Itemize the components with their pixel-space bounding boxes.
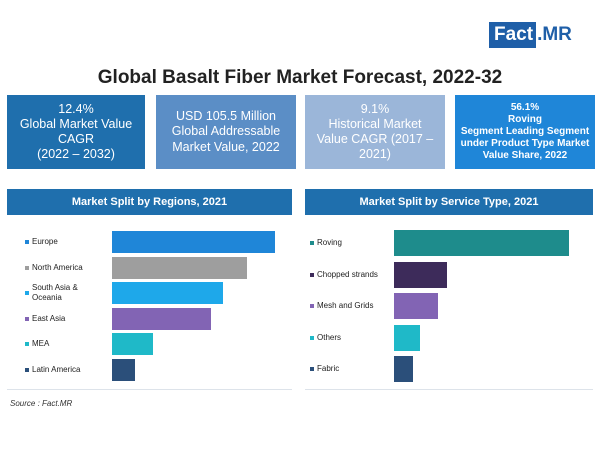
bar — [394, 230, 569, 256]
kpi-line: USD 105.5 Million — [175, 109, 277, 124]
service-type-chart-title: Market Split by Service Type, 2021 — [305, 189, 593, 215]
legend-dot — [25, 367, 29, 372]
category-label: Latin America — [25, 359, 105, 381]
kpi-line: 2021) — [359, 147, 391, 162]
bar — [394, 324, 421, 351]
kpi-line: 56.1% — [510, 101, 540, 113]
bar — [394, 293, 438, 319]
bar — [394, 261, 447, 288]
kpi-box-historical-cagr: 9.1% Historical Market Value CAGR (2017 –2… — [305, 95, 445, 169]
kpi-box-market-value: USD 105.5 Million Global Addressable Marke… — [156, 95, 296, 169]
category-text: Roving — [317, 238, 342, 248]
category-label: Fabric — [310, 356, 395, 382]
service-type-chart: Roving Chopped strands Mesh and Grids Other… — [305, 215, 593, 390]
category-label: Europe — [25, 231, 105, 253]
category-text: Chopped strands — [317, 270, 378, 280]
kpi-line: 12.4% — [58, 101, 94, 116]
category-text: Europe — [32, 237, 58, 247]
legend-dot — [25, 342, 29, 346]
category-label: Mesh and Grids — [310, 293, 395, 319]
bar — [394, 356, 414, 382]
kpi-line: Market Value, 2022 — [172, 139, 280, 154]
bar — [112, 282, 223, 304]
regions-chart: Europe North America South Asia & Oceania Ea… — [7, 215, 292, 390]
kpi-line: Historical Market — [328, 116, 422, 131]
legend-dot — [25, 291, 29, 295]
kpi-line: under Product Type Market — [460, 138, 590, 150]
bar — [112, 256, 248, 279]
category-text: South Asia & Oceania — [32, 283, 78, 303]
regions-chart-title: Market Split by Regions, 2021 — [7, 189, 292, 215]
category-text: MEA — [32, 339, 49, 349]
kpi-line: Value CAGR (2017 – — [316, 132, 434, 146]
kpi-box-global-cagr: 12.4% Global Market Value CAGR (2022 – 2032… — [7, 95, 145, 169]
category-text: Latin America — [32, 365, 80, 375]
category-text: Others — [317, 333, 341, 343]
category-text-line: Chopped strands — [317, 269, 378, 279]
kpi-box-leading-segment: 56.1% Roving Segment Leading Segment under … — [455, 95, 595, 169]
category-text-line: Fabric — [317, 364, 340, 373]
category-text-line: MEA — [32, 339, 50, 348]
kpi-line: Global Addressable — [171, 124, 281, 139]
category-label: Chopped strands — [310, 262, 395, 288]
legend-dot — [310, 335, 314, 340]
kpi-line: Global Market Value — [19, 116, 133, 131]
category-text: Mesh and Grids — [317, 301, 373, 311]
category-text: North America — [32, 263, 83, 273]
legend-dot — [310, 304, 314, 308]
category-text-line: Latin America — [32, 364, 81, 374]
category-text-line: Oceania — [32, 293, 62, 302]
category-label: North America — [25, 257, 105, 279]
legend-dot — [25, 265, 29, 270]
kpi-line: Roving — [508, 113, 542, 125]
kpi-line: (2022 – 2032) — [37, 147, 115, 162]
category-text-line: South Asia & — [32, 283, 78, 292]
category-label: Roving — [310, 230, 395, 256]
kpi-line: CAGR — [57, 132, 95, 146]
bar — [112, 307, 212, 330]
category-text: East Asia — [32, 314, 65, 324]
legend-dot — [25, 240, 29, 244]
category-label: MEA — [25, 333, 105, 355]
legend-dot — [310, 367, 314, 371]
logo-part-fact: Fact — [489, 22, 537, 48]
source-note: Source : Fact.MR — [10, 399, 73, 408]
page-title: Global Basalt Fiber Market Forecast, 202… — [97, 67, 503, 88]
category-text-line: Roving — [317, 238, 342, 247]
category-label: South Asia & Oceania — [25, 282, 105, 304]
category-text-line: Mesh and Grids — [317, 301, 374, 310]
bar — [112, 358, 135, 381]
legend-dot — [25, 316, 29, 321]
kpi-line: Segment Leading Segment — [460, 125, 590, 137]
category-text-line: Others — [317, 332, 342, 342]
bar — [112, 333, 153, 355]
kpi-line: 9.1% — [360, 101, 390, 116]
logo-part-mr: .MR — [537, 24, 572, 45]
category-text: Fabric — [317, 364, 339, 374]
bar — [112, 231, 275, 253]
kpi-line: Value Share, 2022 — [482, 150, 568, 162]
category-text-line: Europe — [32, 237, 58, 246]
category-text-line: North America — [32, 262, 83, 272]
factmr-logo: Fact .MR — [489, 22, 572, 48]
category-text-line: East Asia — [32, 313, 66, 323]
legend-dot — [310, 241, 314, 245]
legend-dot — [310, 272, 314, 277]
category-label: East Asia — [25, 308, 105, 330]
category-label: Others — [310, 325, 395, 351]
